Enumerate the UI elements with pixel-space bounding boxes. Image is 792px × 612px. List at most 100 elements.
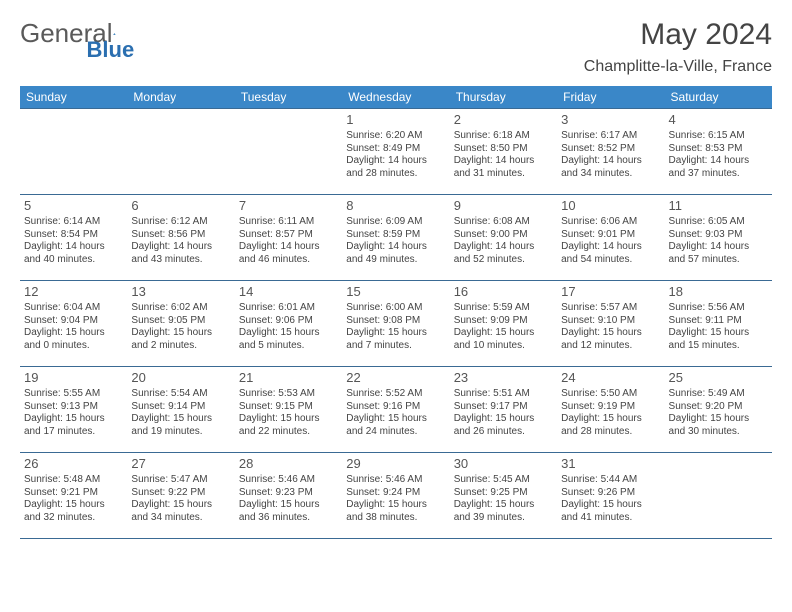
page-header: General Blue May 2024 Champlitte-la-Vill…	[20, 18, 772, 82]
sunrise-line: Sunrise: 5:51 AM	[454, 388, 553, 401]
day-number: 26	[24, 456, 123, 472]
sunset-line: Sunset: 9:11 PM	[669, 315, 768, 328]
day-info: Sunrise: 5:55 AMSunset: 9:13 PMDaylight:…	[24, 388, 123, 438]
daylight-line-1: Daylight: 15 hours	[239, 499, 338, 512]
sunset-line: Sunset: 8:49 PM	[346, 143, 445, 156]
calendar-day-cell: 18Sunrise: 5:56 AMSunset: 9:11 PMDayligh…	[665, 281, 772, 367]
day-info: Sunrise: 5:44 AMSunset: 9:26 PMDaylight:…	[561, 474, 660, 524]
daylight-line-2: and 43 minutes.	[131, 254, 230, 267]
sunset-line: Sunset: 9:23 PM	[239, 487, 338, 500]
calendar-header-row: SundayMondayTuesdayWednesdayThursdayFrid…	[20, 86, 772, 109]
day-info: Sunrise: 5:48 AMSunset: 9:21 PMDaylight:…	[24, 474, 123, 524]
day-info: Sunrise: 5:46 AMSunset: 9:23 PMDaylight:…	[239, 474, 338, 524]
day-number: 7	[239, 198, 338, 214]
day-info: Sunrise: 6:05 AMSunset: 9:03 PMDaylight:…	[669, 216, 768, 266]
day-header: Friday	[557, 86, 664, 109]
day-info: Sunrise: 6:00 AMSunset: 9:08 PMDaylight:…	[346, 302, 445, 352]
daylight-line-2: and 7 minutes.	[346, 340, 445, 353]
sunset-line: Sunset: 8:54 PM	[24, 229, 123, 242]
day-number: 11	[669, 198, 768, 214]
daylight-line-1: Daylight: 15 hours	[561, 499, 660, 512]
day-number: 31	[561, 456, 660, 472]
sunset-line: Sunset: 8:59 PM	[346, 229, 445, 242]
day-header: Tuesday	[235, 86, 342, 109]
daylight-line-2: and 24 minutes.	[346, 426, 445, 439]
daylight-line-2: and 54 minutes.	[561, 254, 660, 267]
daylight-line-1: Daylight: 15 hours	[669, 413, 768, 426]
calendar-body: 1Sunrise: 6:20 AMSunset: 8:49 PMDaylight…	[20, 109, 772, 539]
day-header: Wednesday	[342, 86, 449, 109]
calendar-day-cell: 8Sunrise: 6:09 AMSunset: 8:59 PMDaylight…	[342, 195, 449, 281]
day-number: 24	[561, 370, 660, 386]
daylight-line-2: and 39 minutes.	[454, 512, 553, 525]
day-number: 20	[131, 370, 230, 386]
daylight-line-1: Daylight: 14 hours	[24, 241, 123, 254]
calendar-day-cell: 10Sunrise: 6:06 AMSunset: 9:01 PMDayligh…	[557, 195, 664, 281]
calendar-day-cell: 3Sunrise: 6:17 AMSunset: 8:52 PMDaylight…	[557, 109, 664, 195]
calendar-day-cell: 16Sunrise: 5:59 AMSunset: 9:09 PMDayligh…	[450, 281, 557, 367]
day-number: 6	[131, 198, 230, 214]
calendar-day-cell: 5Sunrise: 6:14 AMSunset: 8:54 PMDaylight…	[20, 195, 127, 281]
day-info: Sunrise: 5:45 AMSunset: 9:25 PMDaylight:…	[454, 474, 553, 524]
day-number: 9	[454, 198, 553, 214]
sunset-line: Sunset: 8:53 PM	[669, 143, 768, 156]
sunset-line: Sunset: 9:01 PM	[561, 229, 660, 242]
sunset-line: Sunset: 9:17 PM	[454, 401, 553, 414]
day-number: 17	[561, 284, 660, 300]
day-info: Sunrise: 6:02 AMSunset: 9:05 PMDaylight:…	[131, 302, 230, 352]
month-title: May 2024	[584, 18, 772, 52]
logo-text-2: Blue	[87, 37, 135, 63]
daylight-line-1: Daylight: 14 hours	[346, 155, 445, 168]
calendar-week-row: 26Sunrise: 5:48 AMSunset: 9:21 PMDayligh…	[20, 453, 772, 539]
daylight-line-2: and 34 minutes.	[131, 512, 230, 525]
daylight-line-2: and 19 minutes.	[131, 426, 230, 439]
daylight-line-2: and 28 minutes.	[561, 426, 660, 439]
day-info: Sunrise: 5:50 AMSunset: 9:19 PMDaylight:…	[561, 388, 660, 438]
day-info: Sunrise: 5:49 AMSunset: 9:20 PMDaylight:…	[669, 388, 768, 438]
sunset-line: Sunset: 9:24 PM	[346, 487, 445, 500]
daylight-line-2: and 41 minutes.	[561, 512, 660, 525]
calendar-day-cell: 2Sunrise: 6:18 AMSunset: 8:50 PMDaylight…	[450, 109, 557, 195]
calendar-day-cell: 17 Sunrise: 5:57 AMSunset: 9:10 PMDayligh…	[557, 281, 664, 367]
day-info: Sunrise: 5:57 AMSunset: 9:10 PMDaylight:…	[561, 302, 660, 352]
calendar-week-row: 5Sunrise: 6:14 AMSunset: 8:54 PMDaylight…	[20, 195, 772, 281]
sunset-line: Sunset: 9:19 PM	[561, 401, 660, 414]
daylight-line-1: Daylight: 14 hours	[131, 241, 230, 254]
day-info: Sunrise: 5:53 AMSunset: 9:15 PMDaylight:…	[239, 388, 338, 438]
calendar-day-cell: 25Sunrise: 5:49 AMSunset: 9:20 PMDayligh…	[665, 367, 772, 453]
daylight-line-2: and 28 minutes.	[346, 168, 445, 181]
sunset-line: Sunset: 9:03 PM	[669, 229, 768, 242]
daylight-line-1: Daylight: 15 hours	[454, 413, 553, 426]
sunrise-line: Sunrise: 5:48 AM	[24, 474, 123, 487]
calendar-week-row: 12Sunrise: 6:04 AMSunset: 9:04 PMDayligh…	[20, 281, 772, 367]
sunset-line: Sunset: 9:09 PM	[454, 315, 553, 328]
daylight-line-2: and 2 minutes.	[131, 340, 230, 353]
sunrise-line: Sunrise: 6:12 AM	[131, 216, 230, 229]
daylight-line-2: and 52 minutes.	[454, 254, 553, 267]
day-header: Sunday	[20, 86, 127, 109]
sunset-line: Sunset: 9:13 PM	[24, 401, 123, 414]
sunrise-line: Sunrise: 6:18 AM	[454, 130, 553, 143]
day-info: Sunrise: 6:06 AMSunset: 9:01 PMDaylight:…	[561, 216, 660, 266]
sunrise-line: Sunrise: 5:45 AM	[454, 474, 553, 487]
daylight-line-2: and 22 minutes.	[239, 426, 338, 439]
daylight-line-1: Daylight: 15 hours	[346, 327, 445, 340]
daylight-line-1: Daylight: 15 hours	[454, 327, 553, 340]
calendar-empty-cell	[665, 453, 772, 539]
day-number: 2	[454, 112, 553, 128]
daylight-line-1: Daylight: 14 hours	[454, 241, 553, 254]
day-info: Sunrise: 6:04 AMSunset: 9:04 PMDaylight:…	[24, 302, 123, 352]
calendar-day-cell: 23Sunrise: 5:51 AMSunset: 9:17 PMDayligh…	[450, 367, 557, 453]
title-block: May 2024 Champlitte-la-Ville, France	[584, 18, 772, 82]
day-number: 28	[239, 456, 338, 472]
calendar-empty-cell	[235, 109, 342, 195]
sunset-line: Sunset: 9:21 PM	[24, 487, 123, 500]
sunrise-line: Sunrise: 5:49 AM	[669, 388, 768, 401]
calendar-day-cell: 22Sunrise: 5:52 AMSunset: 9:16 PMDayligh…	[342, 367, 449, 453]
sunrise-line: Sunrise: 6:17 AM	[561, 130, 660, 143]
sunset-line: Sunset: 9:08 PM	[346, 315, 445, 328]
day-number: 19	[24, 370, 123, 386]
day-info: Sunrise: 6:20 AMSunset: 8:49 PMDaylight:…	[346, 130, 445, 180]
daylight-line-2: and 46 minutes.	[239, 254, 338, 267]
daylight-line-1: Daylight: 14 hours	[561, 241, 660, 254]
